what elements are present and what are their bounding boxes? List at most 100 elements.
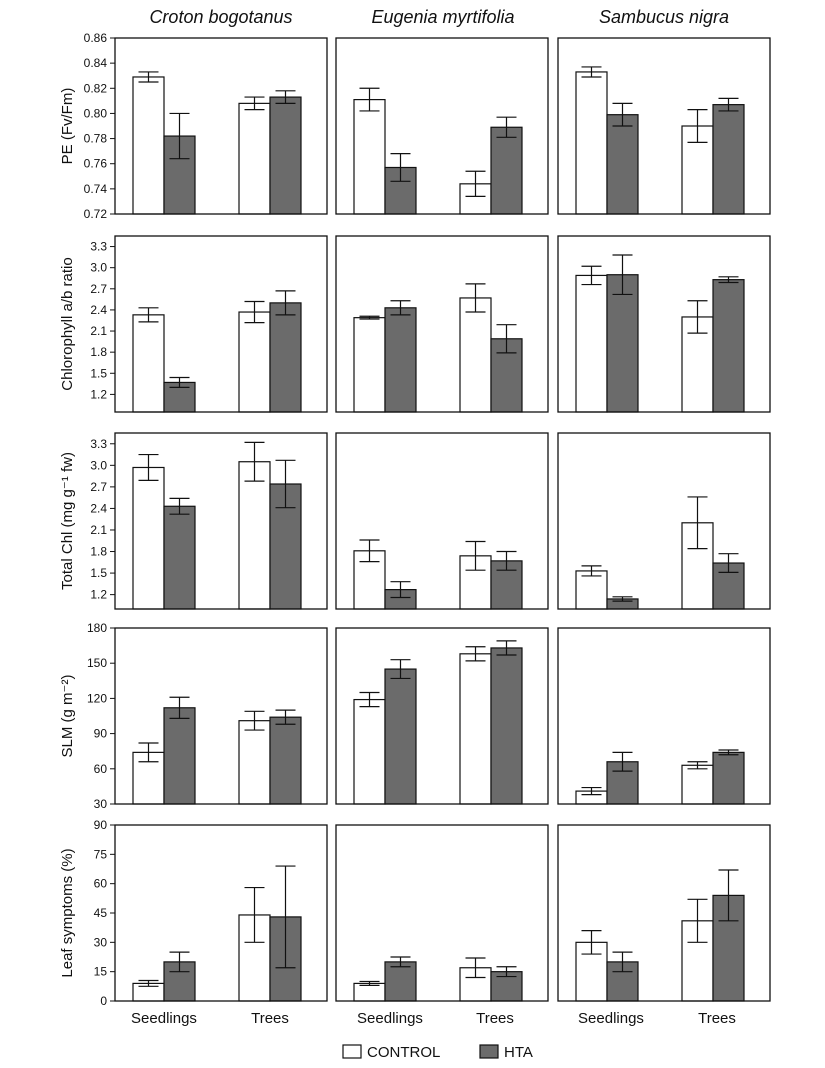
y-tick-label: 0.82 [84, 81, 108, 95]
error-bar-hta-trees [496, 116, 517, 138]
error-bar-hta-trees [496, 640, 517, 656]
bar-hta-trees [490, 647, 523, 805]
bar-hta-trees [490, 126, 523, 215]
bar-control-seedlings [353, 698, 386, 805]
panel-leaf-symptoms-eugenia-myrtifolia [335, 824, 549, 1002]
error-bar-control-trees [465, 957, 486, 979]
error-bar-hta-trees [718, 749, 739, 756]
y-tick-label: 3.3 [90, 240, 107, 254]
bar-control-trees [681, 764, 714, 805]
error-bar-control-trees [687, 761, 708, 770]
error-bar-hta-seedlings [390, 153, 411, 182]
error-bar-hta-seedlings [612, 951, 633, 973]
y-tick-label: 0.80 [84, 106, 108, 120]
plot-grid: PE (Fv/Fm)0.720.740.760.780.800.820.840.… [59, 31, 771, 1008]
bar-control-seedlings [575, 570, 608, 610]
error-bar-hta-seedlings [612, 102, 633, 127]
panel-frame [114, 37, 328, 215]
error-bar-control-seedlings [581, 265, 602, 286]
panel-frame [557, 432, 771, 610]
error-bar-hta-seedlings [169, 696, 190, 719]
error-bar-control-trees [687, 109, 708, 143]
error-bar-hta-trees [275, 290, 296, 316]
error-bar-hta-trees [718, 97, 739, 112]
category-label-seedlings-2: Seedlings [357, 1010, 423, 1027]
y-tick-label: 2.7 [90, 480, 107, 494]
y-tick-label: 90 [94, 727, 108, 741]
category-label-trees-2: Trees [476, 1010, 514, 1027]
error-bar-hta-trees [275, 709, 296, 725]
y-tick-label: 1.5 [90, 366, 107, 380]
bar-control-trees [238, 720, 271, 805]
y-axis-label-total-chl-mg-g-fw: Total Chl (mg g⁻¹ fw) [59, 452, 76, 590]
error-bar-control-trees [244, 441, 265, 482]
y-tick-label: 30 [94, 935, 108, 949]
bar-control-seedlings [575, 274, 608, 413]
y-tick-label: 75 [94, 847, 108, 861]
error-bar-control-seedlings [359, 691, 380, 708]
error-bar-control-trees [244, 300, 265, 324]
error-bar-hta-trees [718, 869, 739, 922]
legend-swatch-control [342, 1044, 362, 1059]
y-tick-label: 1.2 [90, 588, 107, 602]
panel-total-chl-mg-g-fw-eugenia-myrtifolia [335, 432, 549, 610]
error-bar-hta-trees [496, 966, 517, 978]
species-title-eugenia: Eugenia myrtifolia [371, 7, 514, 27]
bar-control-trees [681, 920, 714, 1002]
y-tick-label: 60 [94, 877, 108, 891]
bar-hta-trees [269, 302, 302, 413]
error-bar-control-seedlings [359, 87, 380, 112]
panel-frame [114, 432, 328, 610]
bar-hta-seedlings [606, 114, 639, 215]
bar-control-trees [459, 653, 492, 805]
bar-hta-trees [712, 279, 745, 413]
bar-control-seedlings [132, 314, 165, 413]
panel-total-chl-mg-g-fw-croton-bogotanus: 1.2 1.5 1.8 2.1 2.4 2.7 3.0 3.3 [90, 432, 328, 610]
error-bar-hta-seedlings [169, 951, 190, 973]
y-axis-label-pe-fv-fm: PE (Fv/Fm) [59, 88, 76, 165]
y-tick-label: 2.4 [90, 303, 107, 317]
category-label-seedlings-1: Seedlings [131, 1010, 197, 1027]
category-label-seedlings-3: Seedlings [578, 1010, 644, 1027]
bar-hta-seedlings [384, 961, 417, 1002]
panel-chlorophyll-a-b-ratio-sambucus-nigra [557, 235, 771, 413]
bar-hta-trees [269, 716, 302, 805]
y-tick-label: 15 [94, 965, 108, 979]
error-bar-control-trees [465, 646, 486, 662]
error-bar-control-trees [687, 496, 708, 550]
y-tick-label: 2.4 [90, 501, 107, 515]
y-tick-label: 3.0 [90, 458, 107, 472]
error-bar-control-trees [465, 540, 486, 571]
bar-hta-trees [712, 751, 745, 805]
panel-pe-fv-fm-sambucus-nigra [557, 37, 771, 215]
error-bar-hta-seedlings [169, 497, 190, 515]
species-title-sambucus: Sambucus nigra [599, 7, 729, 27]
panel-frame [335, 627, 549, 805]
error-bar-hta-seedlings [612, 596, 633, 602]
error-bar-hta-seedlings [390, 581, 411, 599]
legend-label-hta: HTA [504, 1044, 533, 1061]
y-tick-label: 0.84 [84, 56, 108, 70]
error-bar-hta-seedlings [390, 956, 411, 968]
y-tick-label: 60 [94, 762, 108, 776]
error-bar-hta-seedlings [612, 751, 633, 772]
error-bar-hta-trees [718, 553, 739, 573]
panel-slm-g-m-eugenia-myrtifolia [335, 627, 549, 805]
y-tick-label: 45 [94, 906, 108, 920]
error-bar-hta-trees [718, 276, 739, 284]
error-bar-control-seedlings [138, 71, 159, 83]
y-tick-label: 30 [94, 797, 108, 811]
y-tick-label: 3.3 [90, 437, 107, 451]
error-bar-control-seedlings [581, 565, 602, 577]
y-tick-label: 3.0 [90, 261, 107, 275]
bar-hta-seedlings [384, 668, 417, 805]
bar-hta-trees [712, 104, 745, 215]
legend-swatch-hta [479, 1044, 499, 1059]
y-tick-label: 2.1 [90, 324, 107, 338]
error-bar-control-trees [244, 886, 265, 943]
panel-frame [335, 37, 549, 215]
error-bar-control-seedlings [138, 742, 159, 763]
error-bar-control-seedlings [138, 453, 159, 482]
bar-control-seedlings [132, 466, 165, 610]
